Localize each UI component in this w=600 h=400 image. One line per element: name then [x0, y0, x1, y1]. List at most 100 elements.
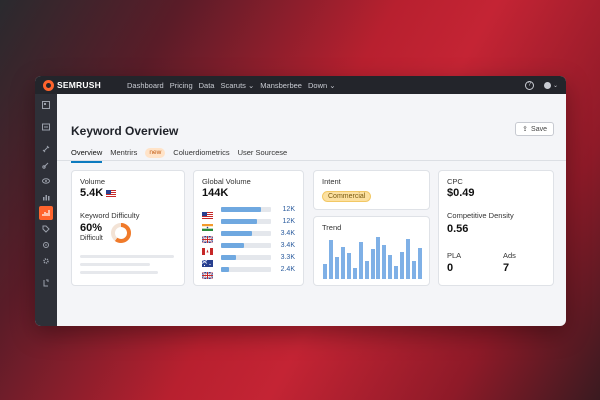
trend-bar — [328, 240, 333, 279]
avatar — [543, 81, 551, 89]
volume-value: 5.4K — [80, 187, 117, 199]
trend-bar — [346, 253, 351, 279]
link-icon[interactable] — [39, 142, 53, 156]
country-volume-value: 3.3K — [280, 254, 295, 261]
volume-label: Volume — [80, 177, 106, 186]
tab-coluerdiometrics[interactable]: Coluerdiometrics — [173, 148, 230, 157]
global-volume-label: Global Volume — [202, 177, 251, 186]
volume-bar-track — [221, 231, 271, 236]
main-content: Keyword Overview ⇪ Save Overview Mentrir… — [57, 94, 566, 326]
country-volume-value: 2.4K — [280, 266, 295, 273]
help-icon[interactable]: ? — [524, 80, 534, 90]
trend-bar — [376, 237, 381, 279]
trend-bar — [358, 241, 363, 279]
kd-label: Keyword Difficulty — [80, 211, 140, 220]
country-row: 3.3K — [201, 254, 295, 267]
semrush-logo[interactable]: SEMRUSH — [43, 79, 127, 91]
save-icon: ⇪ — [522, 126, 529, 133]
kd-value: 60% — [80, 222, 103, 234]
trend-bar — [364, 261, 369, 279]
trend-bar — [352, 268, 357, 279]
volume-bar-track — [221, 267, 271, 272]
country-row: 12K — [202, 218, 295, 231]
intent-card: Intent Commercial — [313, 170, 430, 210]
volume-bar-fill — [221, 231, 252, 236]
trend-bar — [412, 260, 417, 279]
flag-au-icon — [201, 254, 213, 267]
kd-text: Difficult — [80, 235, 103, 242]
nav-item-pricing[interactable]: Pricing — [169, 80, 193, 90]
flag-uk-icon — [201, 230, 214, 244]
density-label: Competitive Density — [447, 211, 514, 220]
country-volume-value: 3.4K — [280, 242, 295, 249]
user-menu-chevron-icon: ⌄ — [552, 82, 558, 89]
flag-uk2-icon — [201, 266, 214, 280]
cpc-label: CPC — [447, 177, 463, 186]
volume-card: Volume 5.4K Keyword Difficulty 60% Diffi… — [71, 170, 185, 286]
tab-user-sourcese[interactable]: User Sourcese — [237, 148, 288, 157]
analytics-icon[interactable] — [39, 206, 53, 220]
country-volume-value: 12K — [282, 218, 295, 225]
save-label: Save — [531, 125, 547, 133]
ads-value: 7 — [503, 262, 510, 274]
country-row: 3.4K — [201, 230, 295, 244]
tab-mentrirs[interactable]: Mentrirs — [110, 148, 138, 157]
pla-value: 0 — [447, 262, 454, 274]
trend-bar — [323, 263, 327, 279]
tab-overview[interactable]: Overview — [71, 148, 103, 163]
bar-chart-icon[interactable] — [39, 190, 53, 204]
brand-name: SEMRUSH — [57, 80, 101, 90]
volume-bar-track — [221, 255, 271, 260]
flag-us-icon — [202, 206, 213, 219]
volume-bar-fill — [221, 219, 257, 224]
trend-bar — [334, 257, 339, 279]
sidebar — [35, 94, 57, 326]
link-alt-icon[interactable] — [39, 158, 53, 172]
gear-icon[interactable] — [39, 254, 53, 268]
pla-label: PLA — [447, 251, 462, 260]
user-menu-icon[interactable]: ⌄ — [543, 81, 558, 89]
kd-donut — [111, 223, 131, 243]
app-window: SEMRUSH Dashboard Pricing Data Scaruts ⌄… — [35, 76, 566, 326]
volume-bar-fill — [221, 207, 261, 212]
volume-bar-track — [221, 207, 271, 212]
trend-label: Trend — [322, 223, 342, 232]
trend-bar — [382, 244, 387, 279]
flag-in-icon — [202, 218, 213, 231]
trend-card: Trend — [313, 216, 430, 286]
dashboard-icon[interactable] — [39, 98, 53, 112]
trend-bar — [394, 265, 399, 279]
density-value: 0.56 — [447, 223, 469, 235]
volume-bar-fill — [221, 267, 229, 272]
country-row: 12K — [202, 206, 295, 219]
eye-icon[interactable] — [39, 174, 53, 188]
logo-mark-icon — [43, 79, 54, 91]
placeholder-line — [80, 263, 150, 266]
trend-bar — [370, 249, 375, 279]
global-volume-card: Global Volume 144K 12K 12K 3.4K 3.4K 3.3K 2.4… — [193, 170, 304, 286]
global-volume-value: 144K — [202, 187, 229, 199]
trend-bar — [388, 254, 393, 279]
country-volume-value: 3.4K — [280, 230, 295, 237]
tabs-divider — [57, 160, 566, 161]
tag-icon[interactable] — [39, 222, 53, 236]
volume-bar-track — [221, 243, 271, 248]
settings-icon[interactable] — [39, 238, 53, 252]
us-flag-icon — [106, 189, 117, 197]
nav-item-data[interactable]: Data — [198, 80, 215, 90]
intent-label: Intent — [322, 177, 341, 186]
nav-item-dashboard[interactable]: Dashboard — [127, 80, 164, 90]
flag-ca-icon — [202, 242, 213, 255]
nav-item-down[interactable]: Down ⌄ — [307, 80, 336, 90]
nav-item-scaruts[interactable]: Scaruts ⌄ — [220, 80, 255, 90]
top-bar: SEMRUSH Dashboard Pricing Data Scaruts ⌄… — [35, 76, 566, 94]
save-button[interactable]: ⇪ Save — [515, 122, 554, 136]
nav-item-mansberbee[interactable]: Mansberbee — [260, 80, 302, 90]
placeholder-line — [80, 271, 158, 274]
ads-label: Ads — [503, 251, 516, 260]
export-icon[interactable] — [39, 276, 53, 290]
intent-badge: Commercial — [322, 191, 372, 202]
inbox-icon[interactable] — [39, 120, 53, 134]
trend-bar — [418, 248, 423, 279]
cpc-card: CPC $0.49 Competitive Density 0.56 PLA 0… — [438, 170, 554, 286]
